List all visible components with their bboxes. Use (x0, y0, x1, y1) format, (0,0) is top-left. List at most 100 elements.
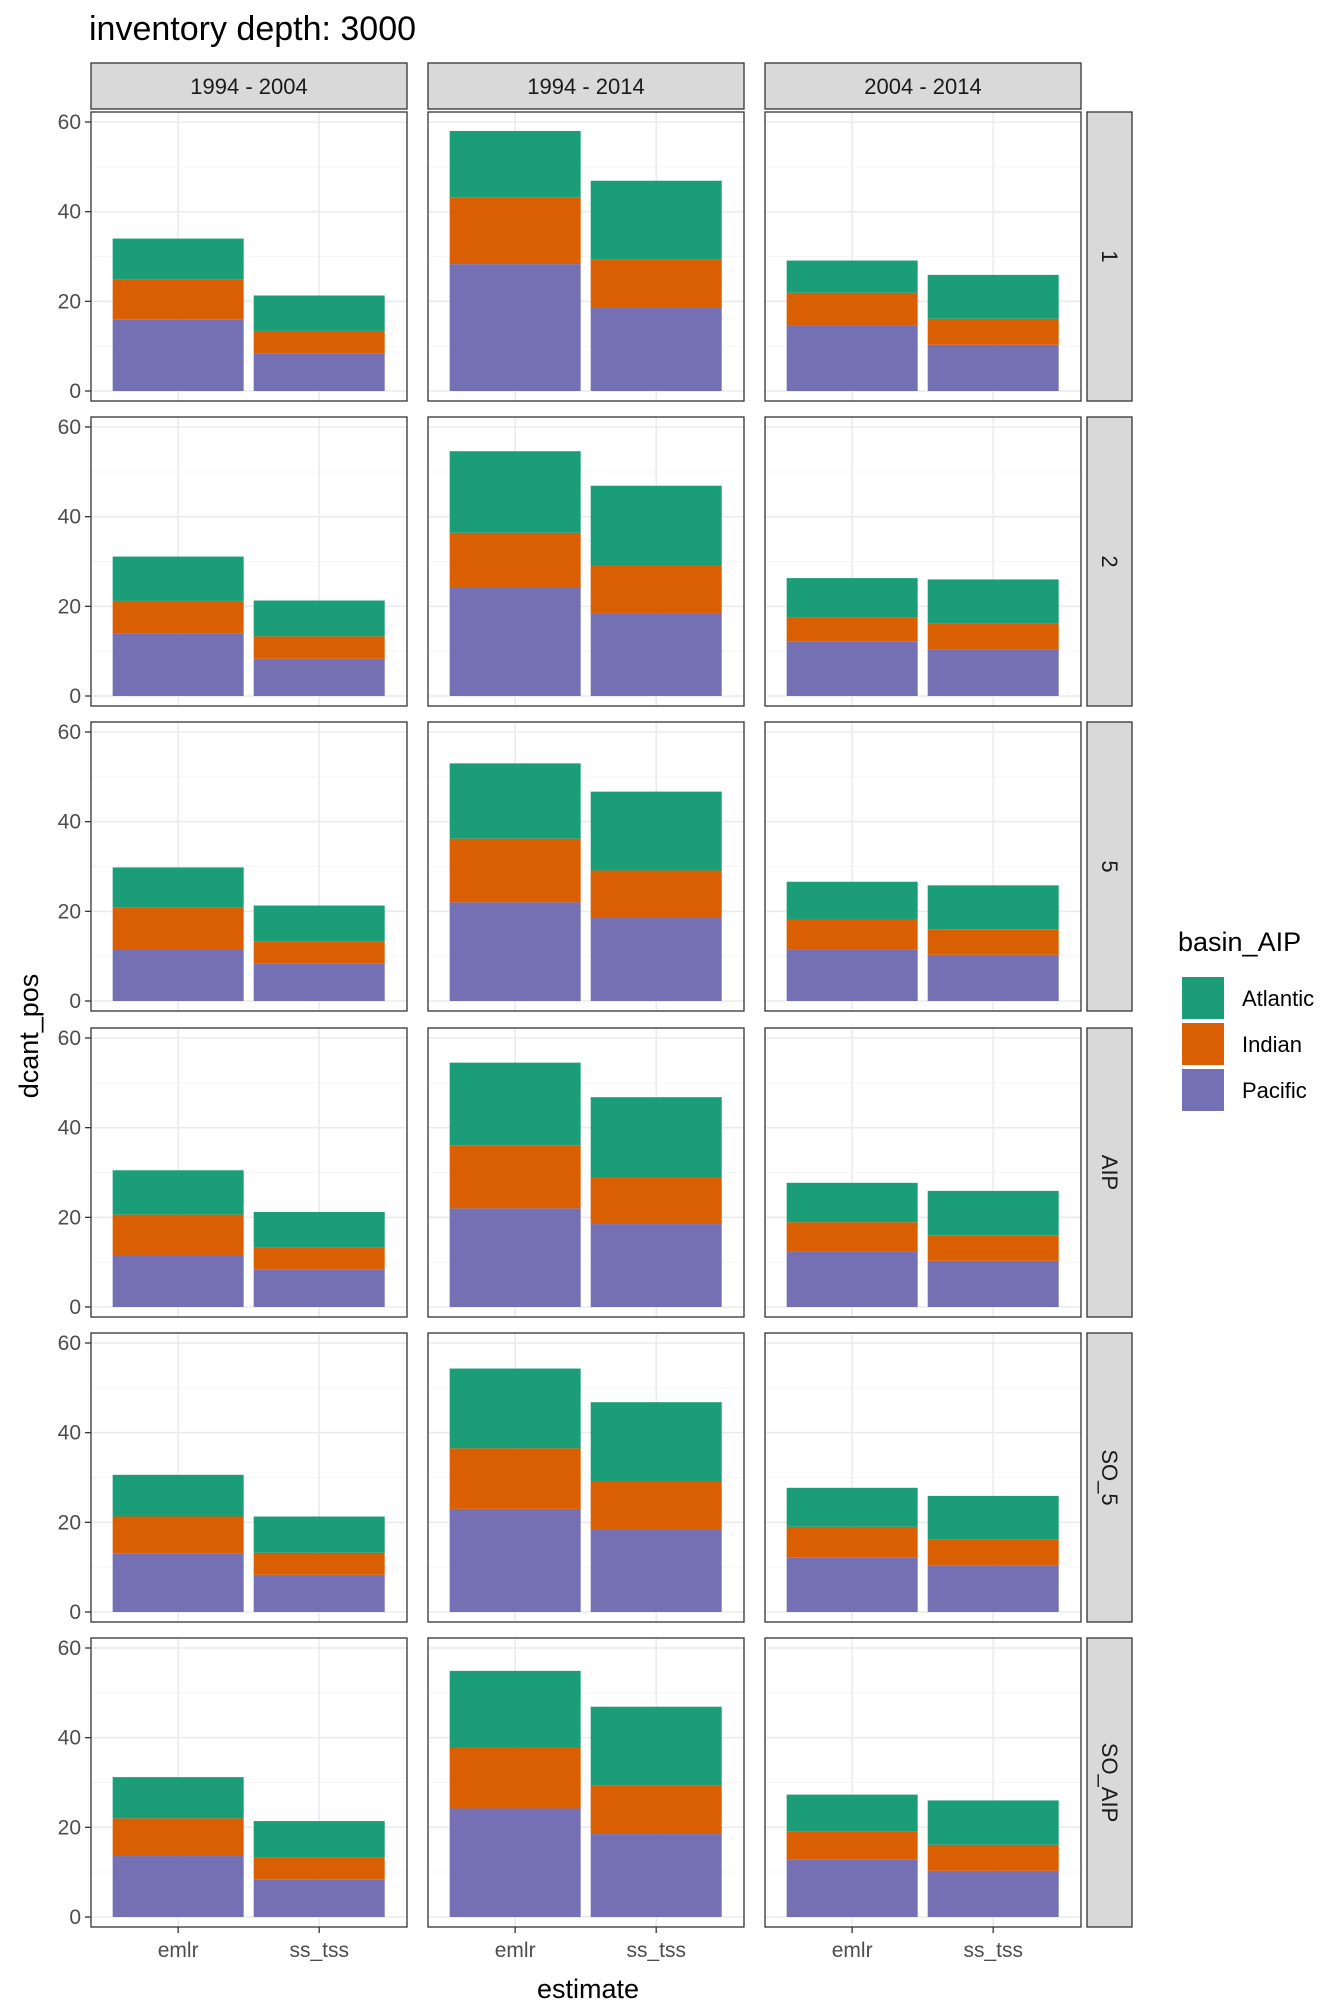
panel-border (427, 1637, 745, 1928)
bar-segment-atlantic-ss-tss (590, 1402, 722, 1482)
panel-so-aip-1994-2004: 0 20 40 60 emlr ss_tss (58, 1637, 408, 1962)
y-tick-label: 20 (58, 1511, 81, 1534)
x-tick-label: emlr (158, 1939, 199, 1962)
bar-segment-pacific-emlr (786, 1557, 918, 1612)
bar-segment-pacific-ss-tss (253, 658, 385, 696)
bar-segment-atlantic-ss-tss (927, 1800, 1059, 1845)
row-strip-so-aip (1086, 1637, 1133, 1928)
bar-segment-atlantic-emlr (449, 130, 581, 198)
bar-segment-atlantic-ss-tss (253, 1516, 385, 1553)
bar-segment-indian-emlr (786, 1222, 918, 1252)
bar-segment-atlantic-ss-tss (590, 485, 722, 566)
bar-segment-pacific-ss-tss (590, 1834, 722, 1917)
panel-border (90, 1027, 408, 1318)
bar-segment-atlantic-emlr (786, 1487, 918, 1527)
bar-segment-atlantic-ss-tss (590, 1706, 722, 1786)
bar-segment-pacific-ss-tss (590, 308, 722, 391)
y-tick-label: 0 (69, 1601, 81, 1624)
bar-segment-indian-emlr (786, 918, 918, 950)
bar-segment-indian-emlr (112, 1818, 244, 1857)
panel-2-1994-2014 (427, 416, 745, 707)
bar-segment-atlantic-emlr (112, 1170, 244, 1215)
bar-segment-indian-ss-tss (927, 1539, 1059, 1566)
bar-segment-indian-ss-tss (253, 1857, 385, 1880)
bar-segment-atlantic-emlr (786, 260, 918, 293)
panel-aip-1994-2014 (427, 1027, 745, 1318)
bar-segment-indian-ss-tss (590, 259, 722, 309)
bar-segment-atlantic-emlr (112, 867, 244, 908)
bar-segment-atlantic-emlr (786, 578, 918, 618)
bar-segment-pacific-emlr (449, 587, 581, 696)
bar-segment-pacific-emlr (112, 319, 244, 391)
panel-border (427, 721, 745, 1012)
bar-segment-pacific-emlr (449, 902, 581, 1001)
panel-aip-1994-2004: 0 20 40 60 (58, 1027, 408, 1319)
column-strip-label: 1994 - 2014 (527, 74, 644, 99)
bar-segment-pacific-ss-tss (253, 1574, 385, 1612)
bar-segment-indian-emlr (449, 1448, 581, 1509)
bar-segment-atlantic-ss-tss (253, 600, 385, 637)
bar-segment-indian-emlr (112, 907, 244, 949)
panel-border (764, 721, 1082, 1012)
bar-segment-pacific-emlr (112, 633, 244, 696)
bar-segment-indian-emlr (786, 1526, 918, 1558)
y-tick-label: 20 (58, 290, 81, 313)
y-tick-label: 40 (58, 1117, 81, 1140)
bar-segment-indian-ss-tss (927, 929, 1059, 955)
bar-segment-pacific-emlr (112, 948, 244, 1001)
bar-segment-indian-ss-tss (253, 1247, 385, 1270)
bar-segment-pacific-emlr (449, 1808, 581, 1917)
legend-label-pacific: Pacific (1242, 1078, 1307, 1103)
bar-segment-pacific-emlr (786, 949, 918, 1001)
row-strip-aip (1086, 1027, 1133, 1318)
bar-segment-atlantic-ss-tss (927, 1495, 1059, 1540)
bar-segment-indian-ss-tss (590, 1785, 722, 1835)
bar-segment-indian-emlr (112, 1214, 244, 1255)
y-tick-label: 20 (58, 1816, 81, 1839)
bar-segment-pacific-emlr (449, 1208, 581, 1307)
bar-segment-indian-emlr (786, 617, 918, 642)
bar-segment-atlantic-ss-tss (927, 885, 1059, 930)
column-strip-2004-2014 (764, 62, 1082, 110)
bar-segment-pacific-emlr (786, 1251, 918, 1307)
y-tick-label: 40 (58, 506, 81, 529)
bar-segment-pacific-emlr (786, 1859, 918, 1917)
chart-title: inventory depth: 3000 (89, 10, 416, 48)
bar-segment-indian-emlr (786, 292, 918, 326)
y-tick-label: 0 (69, 990, 81, 1013)
bar-segment-indian-ss-tss (590, 565, 722, 614)
bar-segment-atlantic-ss-tss (253, 905, 385, 942)
row-strip-label: 5 (1097, 860, 1122, 872)
panel-1-2004-2014 (764, 111, 1082, 402)
bar-segment-atlantic-emlr (449, 1670, 581, 1748)
y-tick-label: 60 (58, 111, 81, 134)
bar-segment-pacific-ss-tss (253, 1879, 385, 1917)
x-axis-title: estimate (537, 1974, 639, 2004)
legend-label-indian: Indian (1242, 1032, 1302, 1057)
bar-segment-atlantic-ss-tss (927, 274, 1059, 319)
legend-key-pacific (1182, 1069, 1224, 1111)
legend-label-atlantic: Atlantic (1242, 986, 1314, 1011)
y-tick-label: 60 (58, 721, 81, 744)
bar-segment-atlantic-ss-tss (590, 791, 722, 871)
x-tick-label: ss_tss (289, 1939, 349, 1962)
bar-segment-pacific-ss-tss (590, 1529, 722, 1612)
row-strip-5 (1086, 721, 1133, 1012)
panel-border (90, 1637, 408, 1928)
column-strip-1994-2004 (90, 62, 408, 110)
y-tick-label: 20 (58, 595, 81, 618)
bar-segment-atlantic-emlr (112, 1474, 244, 1517)
panel-border (427, 1332, 745, 1623)
bar-segment-indian-ss-tss (590, 1176, 722, 1225)
bar-segment-pacific-ss-tss (253, 353, 385, 391)
legend-key-atlantic (1182, 977, 1224, 1019)
panel-border (90, 416, 408, 707)
panel-border (427, 1027, 745, 1318)
bar-segment-atlantic-ss-tss (927, 1190, 1059, 1236)
bar-segment-atlantic-emlr (112, 1777, 244, 1819)
bar-segment-indian-emlr (449, 532, 581, 588)
panel-border (90, 1332, 408, 1623)
bar-segment-pacific-emlr (112, 1254, 244, 1307)
bar-segment-atlantic-emlr (786, 1182, 918, 1223)
